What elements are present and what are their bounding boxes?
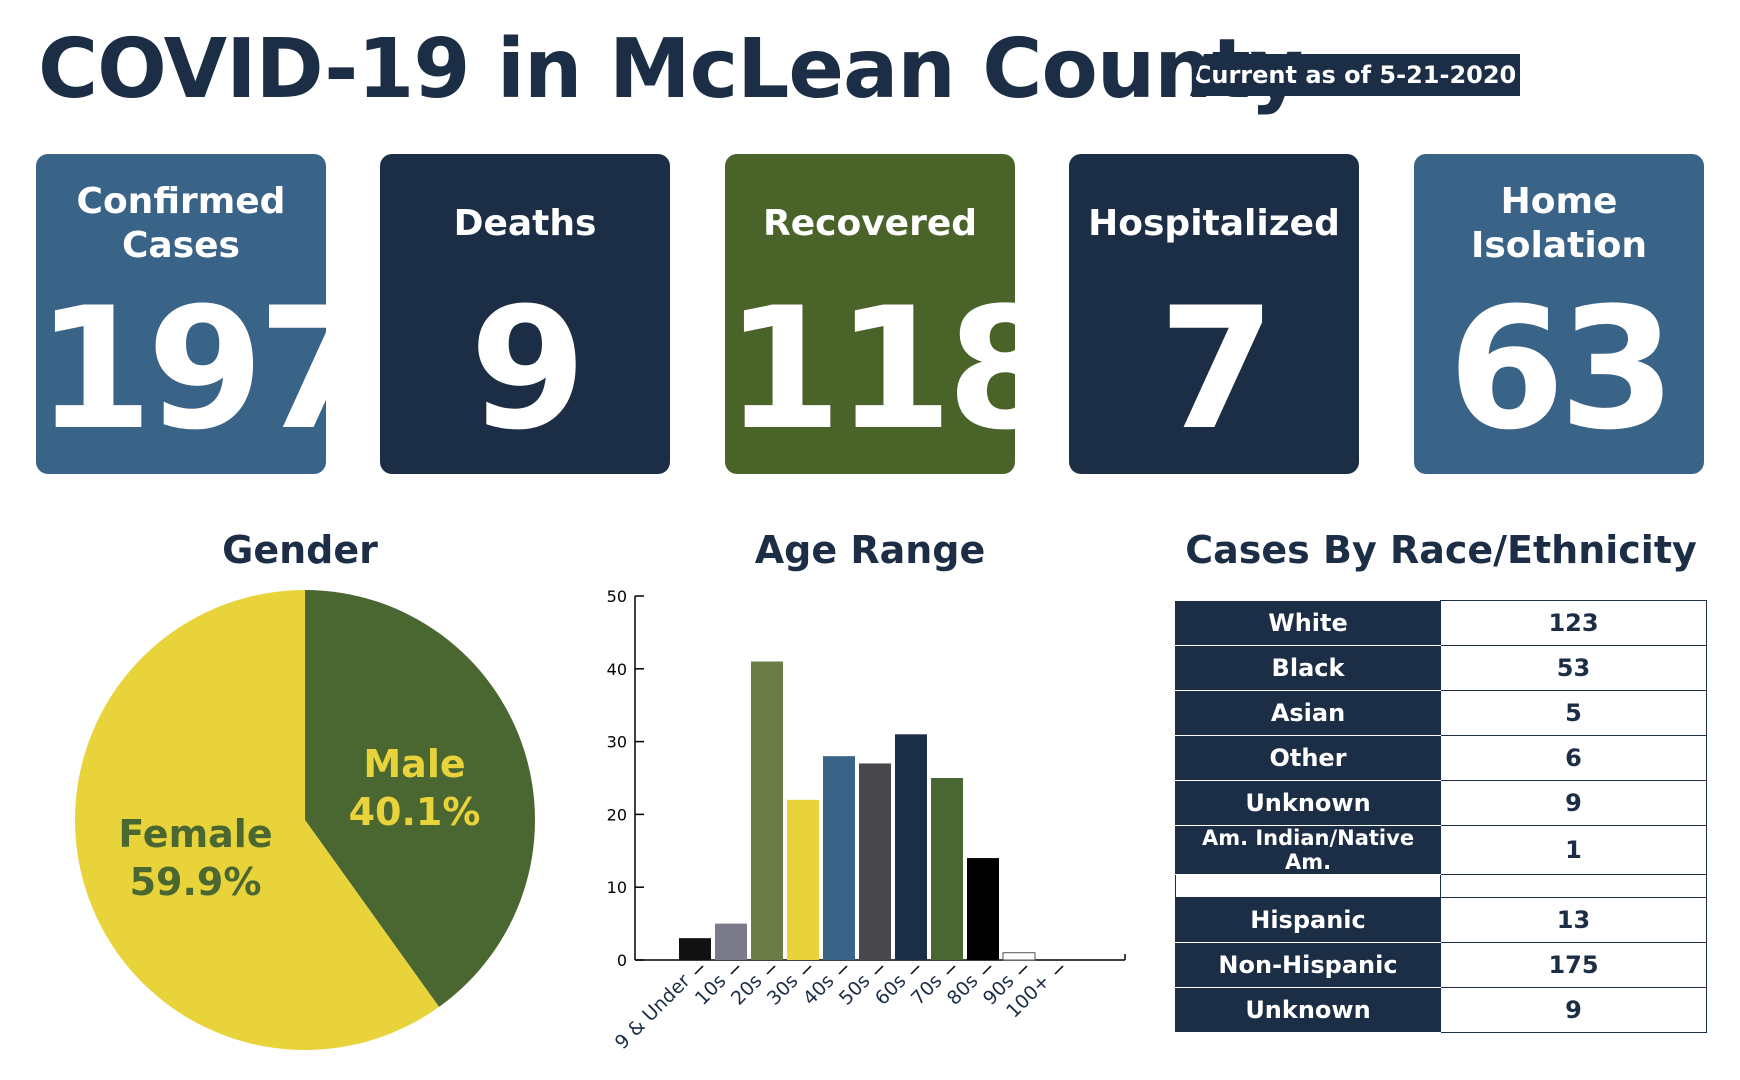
age-bar xyxy=(823,756,855,960)
race-label: Black xyxy=(1175,645,1441,691)
stat-value: 197 xyxy=(36,271,326,467)
ethnicity-label: Hispanic xyxy=(1175,897,1441,943)
stat-card-home-isolation: Home Isolation 63 xyxy=(1414,154,1704,474)
x-tick xyxy=(694,965,704,975)
ethnicity-label: Unknown xyxy=(1175,987,1441,1033)
x-tick-label: 50s xyxy=(835,970,875,1010)
race-label: Other xyxy=(1175,735,1441,781)
pie-value-label: 59.9% xyxy=(130,860,262,904)
stat-label: Hospitalized xyxy=(1088,203,1340,244)
y-tick-label: 20 xyxy=(607,805,627,824)
race-label: Asian xyxy=(1175,690,1441,736)
x-tick xyxy=(1054,965,1064,975)
pie-label-male: Male xyxy=(363,742,465,786)
y-tick-label: 10 xyxy=(607,878,627,897)
race-value: 1 xyxy=(1440,825,1707,875)
y-tick-label: 0 xyxy=(617,951,627,970)
x-tick-label: 20s xyxy=(727,970,767,1010)
stat-label: Confirmed Cases xyxy=(76,181,286,266)
x-tick-label: 70s xyxy=(907,970,947,1010)
age-title: Age Range xyxy=(754,528,986,572)
x-tick-label: 60s xyxy=(871,970,911,1010)
x-tick xyxy=(946,965,956,975)
age-bar xyxy=(967,858,999,960)
page-title: COVID-19 in McLean County xyxy=(38,22,1303,117)
table-row: Am. Indian/Native Am. 1 xyxy=(1175,825,1707,875)
x-tick xyxy=(874,965,884,975)
x-tick xyxy=(766,965,776,975)
y-tick-label: 40 xyxy=(607,660,627,679)
stat-value: 118 xyxy=(725,271,1015,467)
pie-slice-male xyxy=(305,590,536,1007)
race-table: White 123 Black 53 Asian 5 Other 6 Unknown 9 … xyxy=(1175,600,1707,1033)
table-row: Other 6 xyxy=(1175,735,1707,781)
table-row: Asian 5 xyxy=(1175,690,1707,736)
stat-card-recovered: Recovered 118 xyxy=(725,154,1015,474)
stat-card-confirmed: Confirmed Cases 197 xyxy=(36,154,326,474)
stat-card-hospitalized: Hospitalized 7 xyxy=(1069,154,1359,474)
table-row: Hispanic 13 xyxy=(1175,897,1707,943)
race-value: 9 xyxy=(1440,780,1707,826)
ethnicity-value: 175 xyxy=(1440,942,1707,988)
x-tick-label: 80s xyxy=(943,970,983,1010)
pie-value-label: 40.1% xyxy=(349,790,481,834)
stat-label: Deaths xyxy=(453,203,597,244)
age-bar xyxy=(715,923,747,960)
table-spacer-row xyxy=(1175,874,1707,898)
race-title: Cases By Race/Ethnicity xyxy=(1185,528,1697,572)
race-value: 5 xyxy=(1440,690,1707,736)
gender-title: Gender xyxy=(222,528,378,572)
x-tick xyxy=(838,965,848,975)
x-tick xyxy=(982,965,992,975)
stat-label: Home Isolation xyxy=(1470,181,1648,266)
table-row: Non-Hispanic 175 xyxy=(1175,942,1707,988)
x-tick xyxy=(802,965,812,975)
age-bar-chart: 0 10 20 30 40 50 9 & Under10s20s30s40s50s60s70… xyxy=(607,587,1126,1054)
date-badge: Current as of 5-21-2020 xyxy=(1190,54,1520,96)
age-bar xyxy=(787,799,819,960)
x-tick-label: 9 & Under xyxy=(611,970,695,1054)
table-row: Black 53 xyxy=(1175,645,1707,691)
age-bar xyxy=(931,778,963,960)
table-row: White 123 xyxy=(1175,600,1707,646)
race-label: White xyxy=(1175,600,1441,646)
stat-value: 9 xyxy=(469,271,587,467)
ethnicity-value: 13 xyxy=(1440,897,1707,943)
x-tick xyxy=(910,965,920,975)
age-bar xyxy=(859,763,891,960)
race-value: 123 xyxy=(1440,600,1707,646)
pie-label-female: Female xyxy=(118,812,272,856)
y-tick-label: 30 xyxy=(607,733,627,752)
race-value: 53 xyxy=(1440,645,1707,691)
spacer-cell xyxy=(1440,874,1707,898)
pie-slice-female xyxy=(75,590,440,1050)
x-tick-label: 40s xyxy=(799,970,839,1010)
spacer-cell xyxy=(1175,874,1441,898)
ethnicity-label: Non-Hispanic xyxy=(1175,942,1441,988)
race-label: Am. Indian/Native Am. xyxy=(1175,825,1441,875)
stat-value: 7 xyxy=(1158,271,1276,467)
stat-card-deaths: Deaths 9 xyxy=(380,154,670,474)
age-bar xyxy=(1002,952,1036,961)
x-tick-label: 10s xyxy=(691,970,731,1010)
table-row: Unknown 9 xyxy=(1175,987,1707,1033)
x-tick xyxy=(730,965,740,975)
age-bar xyxy=(895,734,927,960)
table-row: Unknown 9 xyxy=(1175,780,1707,826)
age-bar xyxy=(679,938,711,960)
x-tick-label: 30s xyxy=(763,970,803,1010)
age-bar xyxy=(751,661,783,960)
race-label: Unknown xyxy=(1175,780,1441,826)
stat-value: 63 xyxy=(1448,271,1676,467)
ethnicity-value: 9 xyxy=(1440,987,1707,1033)
x-tick xyxy=(1018,965,1028,975)
y-tick-label: 50 xyxy=(607,587,627,606)
race-value: 6 xyxy=(1440,735,1707,781)
stat-label: Recovered xyxy=(762,203,978,244)
